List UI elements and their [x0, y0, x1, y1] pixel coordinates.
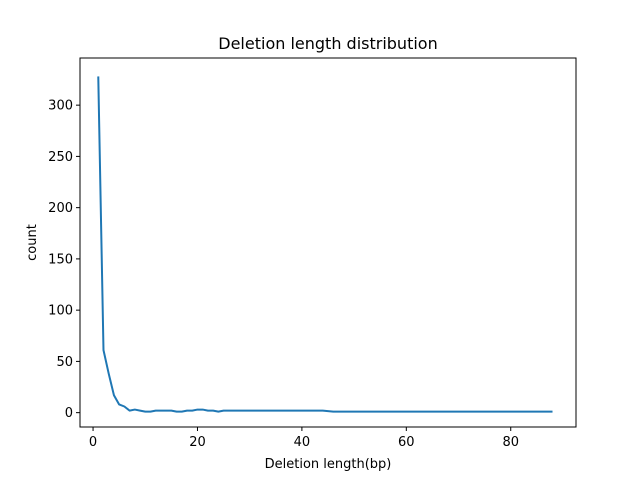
x-axis-label: Deletion length(bp)	[265, 457, 392, 472]
x-tick-label: 0	[89, 435, 97, 450]
y-tick-label: 50	[56, 355, 73, 370]
series-line-0	[97, 76, 553, 413]
chart-title: Deletion length distribution	[218, 34, 437, 53]
y-tick-label: 200	[48, 201, 73, 216]
y-axis: 0 50 100 150 200 250 300	[48, 99, 80, 421]
y-tick-label: 100	[48, 304, 73, 319]
y-tick-label: 150	[48, 252, 73, 267]
y-tick-label: 300	[48, 99, 73, 114]
y-tick-label: 250	[48, 150, 73, 165]
x-tick-label: 80	[502, 435, 519, 450]
plot-frame	[79, 57, 577, 428]
y-axis-label: count	[25, 224, 40, 261]
plot-area	[97, 76, 553, 413]
x-tick-label: 20	[189, 435, 206, 450]
x-tick-label: 40	[294, 435, 311, 450]
x-tick-label: 60	[398, 435, 415, 450]
y-tick-label: 0	[65, 406, 73, 421]
x-axis: 0 20 40 60 80	[89, 427, 519, 450]
